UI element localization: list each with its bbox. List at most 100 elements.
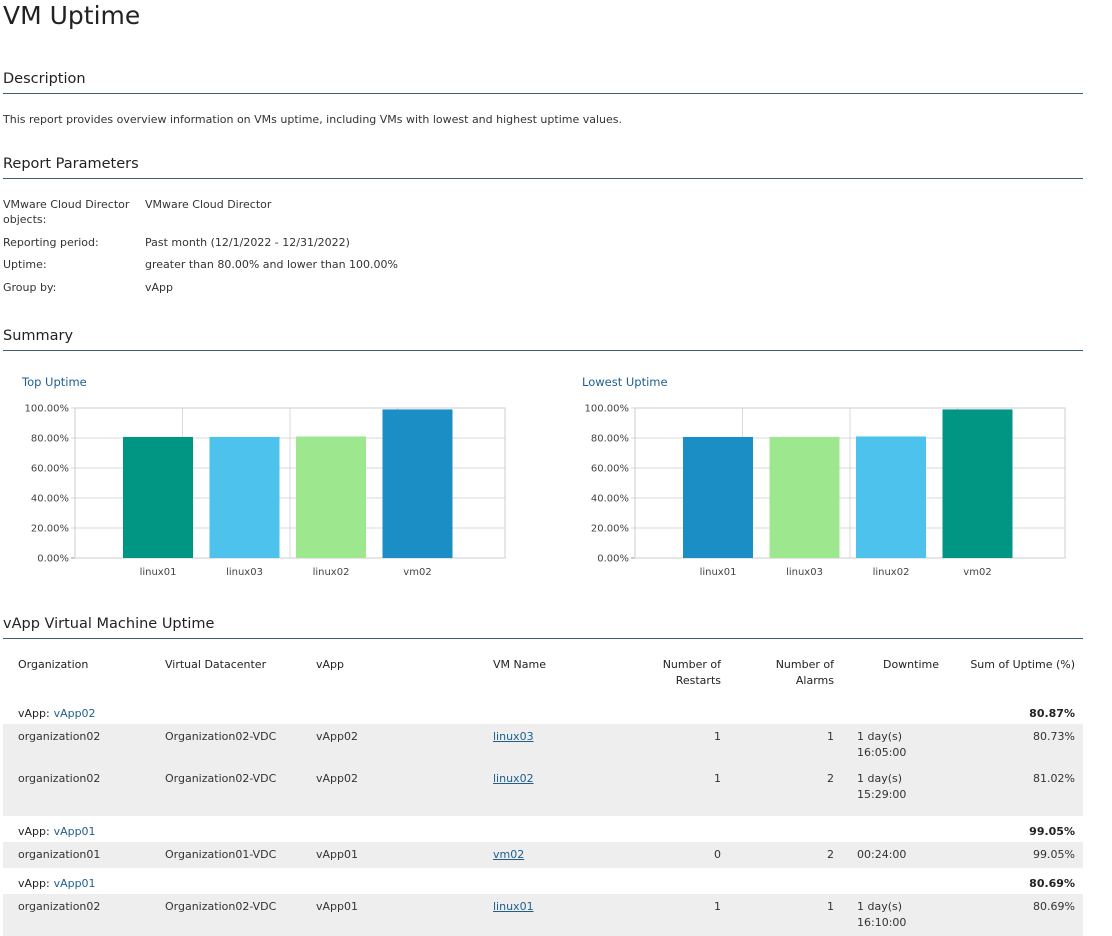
- cell-vdc: Organization02-VDC: [150, 894, 301, 936]
- lowest-uptime-chart-title: Lowest Uptime: [582, 375, 668, 389]
- col-downtime: Downtime: [882, 658, 939, 671]
- cell-restarts: 0: [621, 842, 729, 868]
- param-label-uptime: Uptime:: [3, 258, 47, 271]
- group-sum: 80.69%: [1029, 877, 1075, 890]
- y-tick-label: 0.00%: [37, 554, 69, 565]
- param-value-groupby: vApp: [145, 281, 173, 294]
- param-value-objects: VMware Cloud Director: [145, 198, 272, 211]
- param-label-groupby: Group by:: [3, 281, 57, 294]
- cell-downtime: 1 day(s) 16:05:00: [842, 724, 947, 766]
- y-tick-label: 60.00%: [31, 464, 69, 475]
- param-label-objects: VMware Cloud Director objects:: [3, 198, 130, 226]
- cell-restarts: 1: [621, 724, 729, 766]
- param-value-period: Past month (12/1/2022 - 12/31/2022): [145, 236, 350, 249]
- parameters-heading: Report Parameters: [3, 156, 1083, 179]
- cell-org: organization02: [3, 724, 150, 766]
- cell-downtime: 1 day(s) 15:29:00: [842, 766, 947, 816]
- bar-linux02: [856, 436, 926, 558]
- cell-alarms: 1: [729, 724, 842, 766]
- table-row: organization02 Organization02-VDC vApp02…: [3, 724, 1083, 766]
- cell-alarms: 2: [729, 842, 842, 868]
- col-vm-name: VM Name: [493, 658, 546, 671]
- plot-border: [634, 407, 1066, 559]
- table-row: organization02 Organization02-VDC vApp01…: [3, 894, 1083, 936]
- col-vapp: vApp: [316, 658, 344, 671]
- bar-linux03: [769, 436, 840, 558]
- bar-linux02: [296, 436, 366, 558]
- x-tick-label: linux03: [226, 567, 263, 578]
- description-heading: Description: [3, 71, 1083, 94]
- table-header-row: Organization Virtual Datacenter vApp VM …: [3, 648, 1083, 698]
- cell-uptime: 80.73%: [947, 724, 1083, 766]
- cell-vapp: vApp02: [301, 724, 478, 766]
- vm-link[interactable]: vm02: [493, 848, 525, 861]
- bar-linux03: [209, 436, 280, 558]
- cell-vdc: Organization01-VDC: [150, 842, 301, 868]
- y-tick-label: 40.00%: [31, 494, 69, 505]
- cell-org: organization02: [3, 766, 150, 816]
- y-tick-label: 20.00%: [591, 524, 629, 535]
- cell-restarts: 1: [621, 766, 729, 816]
- y-tick-label: 100.00%: [585, 404, 630, 415]
- cell-restarts: 1: [621, 894, 729, 936]
- group-key: vApp:: [18, 707, 50, 720]
- cell-alarms: 2: [729, 766, 842, 816]
- bar-vm02: [382, 409, 453, 558]
- param-label-period: Reporting period:: [3, 236, 99, 249]
- vm-link[interactable]: linux02: [493, 772, 534, 785]
- y-tick-label: 80.00%: [591, 434, 629, 445]
- x-tick-label: linux02: [873, 567, 910, 578]
- cell-vapp: vApp01: [301, 894, 478, 936]
- x-tick-label: linux01: [140, 567, 177, 578]
- vm-link[interactable]: linux03: [493, 730, 534, 743]
- cell-downtime: 00:24:00: [842, 842, 947, 868]
- table-row: organization02 Organization02-VDC vApp02…: [3, 766, 1083, 816]
- cell-vapp: vApp01: [301, 842, 478, 868]
- plot-border: [74, 407, 506, 559]
- group-name: vApp02: [53, 707, 96, 720]
- cell-downtime: 1 day(s) 16:10:00: [842, 894, 947, 936]
- description-text: This report provides overview informatio…: [3, 113, 623, 126]
- group-key: vApp:: [18, 825, 50, 838]
- y-tick-label: 0.00%: [597, 554, 629, 565]
- table-row: organization01 Organization01-VDC vApp01…: [3, 842, 1083, 868]
- col-virtual-datacenter: Virtual Datacenter: [165, 658, 267, 671]
- summary-heading: Summary: [3, 328, 1083, 351]
- x-tick-label: vm02: [963, 567, 991, 578]
- y-tick-label: 100.00%: [25, 404, 70, 415]
- y-tick-label: 40.00%: [591, 494, 629, 505]
- cell-org: organization02: [3, 894, 150, 936]
- x-tick-label: vm02: [403, 567, 431, 578]
- col-sum-uptime: Sum of Uptime (%): [970, 658, 1075, 671]
- cell-vdc: Organization02-VDC: [150, 724, 301, 766]
- x-tick-label: linux02: [313, 567, 350, 578]
- group-row: vApp: vApp02 80.87%: [3, 698, 1083, 724]
- bar-linux01: [683, 436, 753, 558]
- param-value-uptime: greater than 80.00% and lower than 100.0…: [145, 258, 398, 271]
- group-sum: 99.05%: [1029, 825, 1075, 838]
- group-row: vApp: vApp01 80.69%: [3, 868, 1083, 894]
- group-name: vApp01: [53, 825, 96, 838]
- bar-vm02: [942, 409, 1013, 558]
- page-title: VM Uptime: [3, 1, 141, 30]
- y-tick-label: 80.00%: [31, 434, 69, 445]
- x-tick-label: linux03: [786, 567, 823, 578]
- y-tick-label: 60.00%: [591, 464, 629, 475]
- cell-uptime: 80.69%: [947, 894, 1083, 936]
- group-sum: 80.87%: [1029, 707, 1075, 720]
- vapp-uptime-table: Organization Virtual Datacenter vApp VM …: [3, 648, 1083, 936]
- group-row: vApp: vApp01 99.05%: [3, 816, 1083, 842]
- bar-linux01: [123, 436, 193, 558]
- group-name: vApp01: [53, 877, 96, 890]
- lowest-uptime-chart: 0.00% 20.00% 40.00% 60.00% 80.00% 100.00% linu…: [585, 404, 1066, 578]
- cell-uptime: 99.05%: [947, 842, 1083, 868]
- vapp-table-heading: vApp Virtual Machine Uptime: [3, 616, 1083, 639]
- cell-org: organization01: [3, 842, 150, 868]
- cell-alarms: 1: [729, 894, 842, 936]
- col-alarms: Number of Alarms: [775, 658, 834, 687]
- cell-uptime: 81.02%: [947, 766, 1083, 816]
- col-restarts: Number of Restarts: [662, 658, 721, 687]
- vm-link[interactable]: linux01: [493, 900, 534, 913]
- top-uptime-chart: 0.00% 20.00% 40.00% 60.00% 80.00% 100.00% linu…: [25, 404, 506, 578]
- cell-vapp: vApp02: [301, 766, 478, 816]
